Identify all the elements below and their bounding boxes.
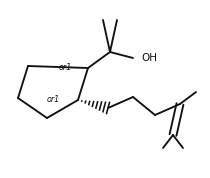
Text: or1: or1 — [59, 64, 72, 72]
Text: OH: OH — [141, 53, 157, 63]
Text: or1: or1 — [47, 96, 60, 104]
